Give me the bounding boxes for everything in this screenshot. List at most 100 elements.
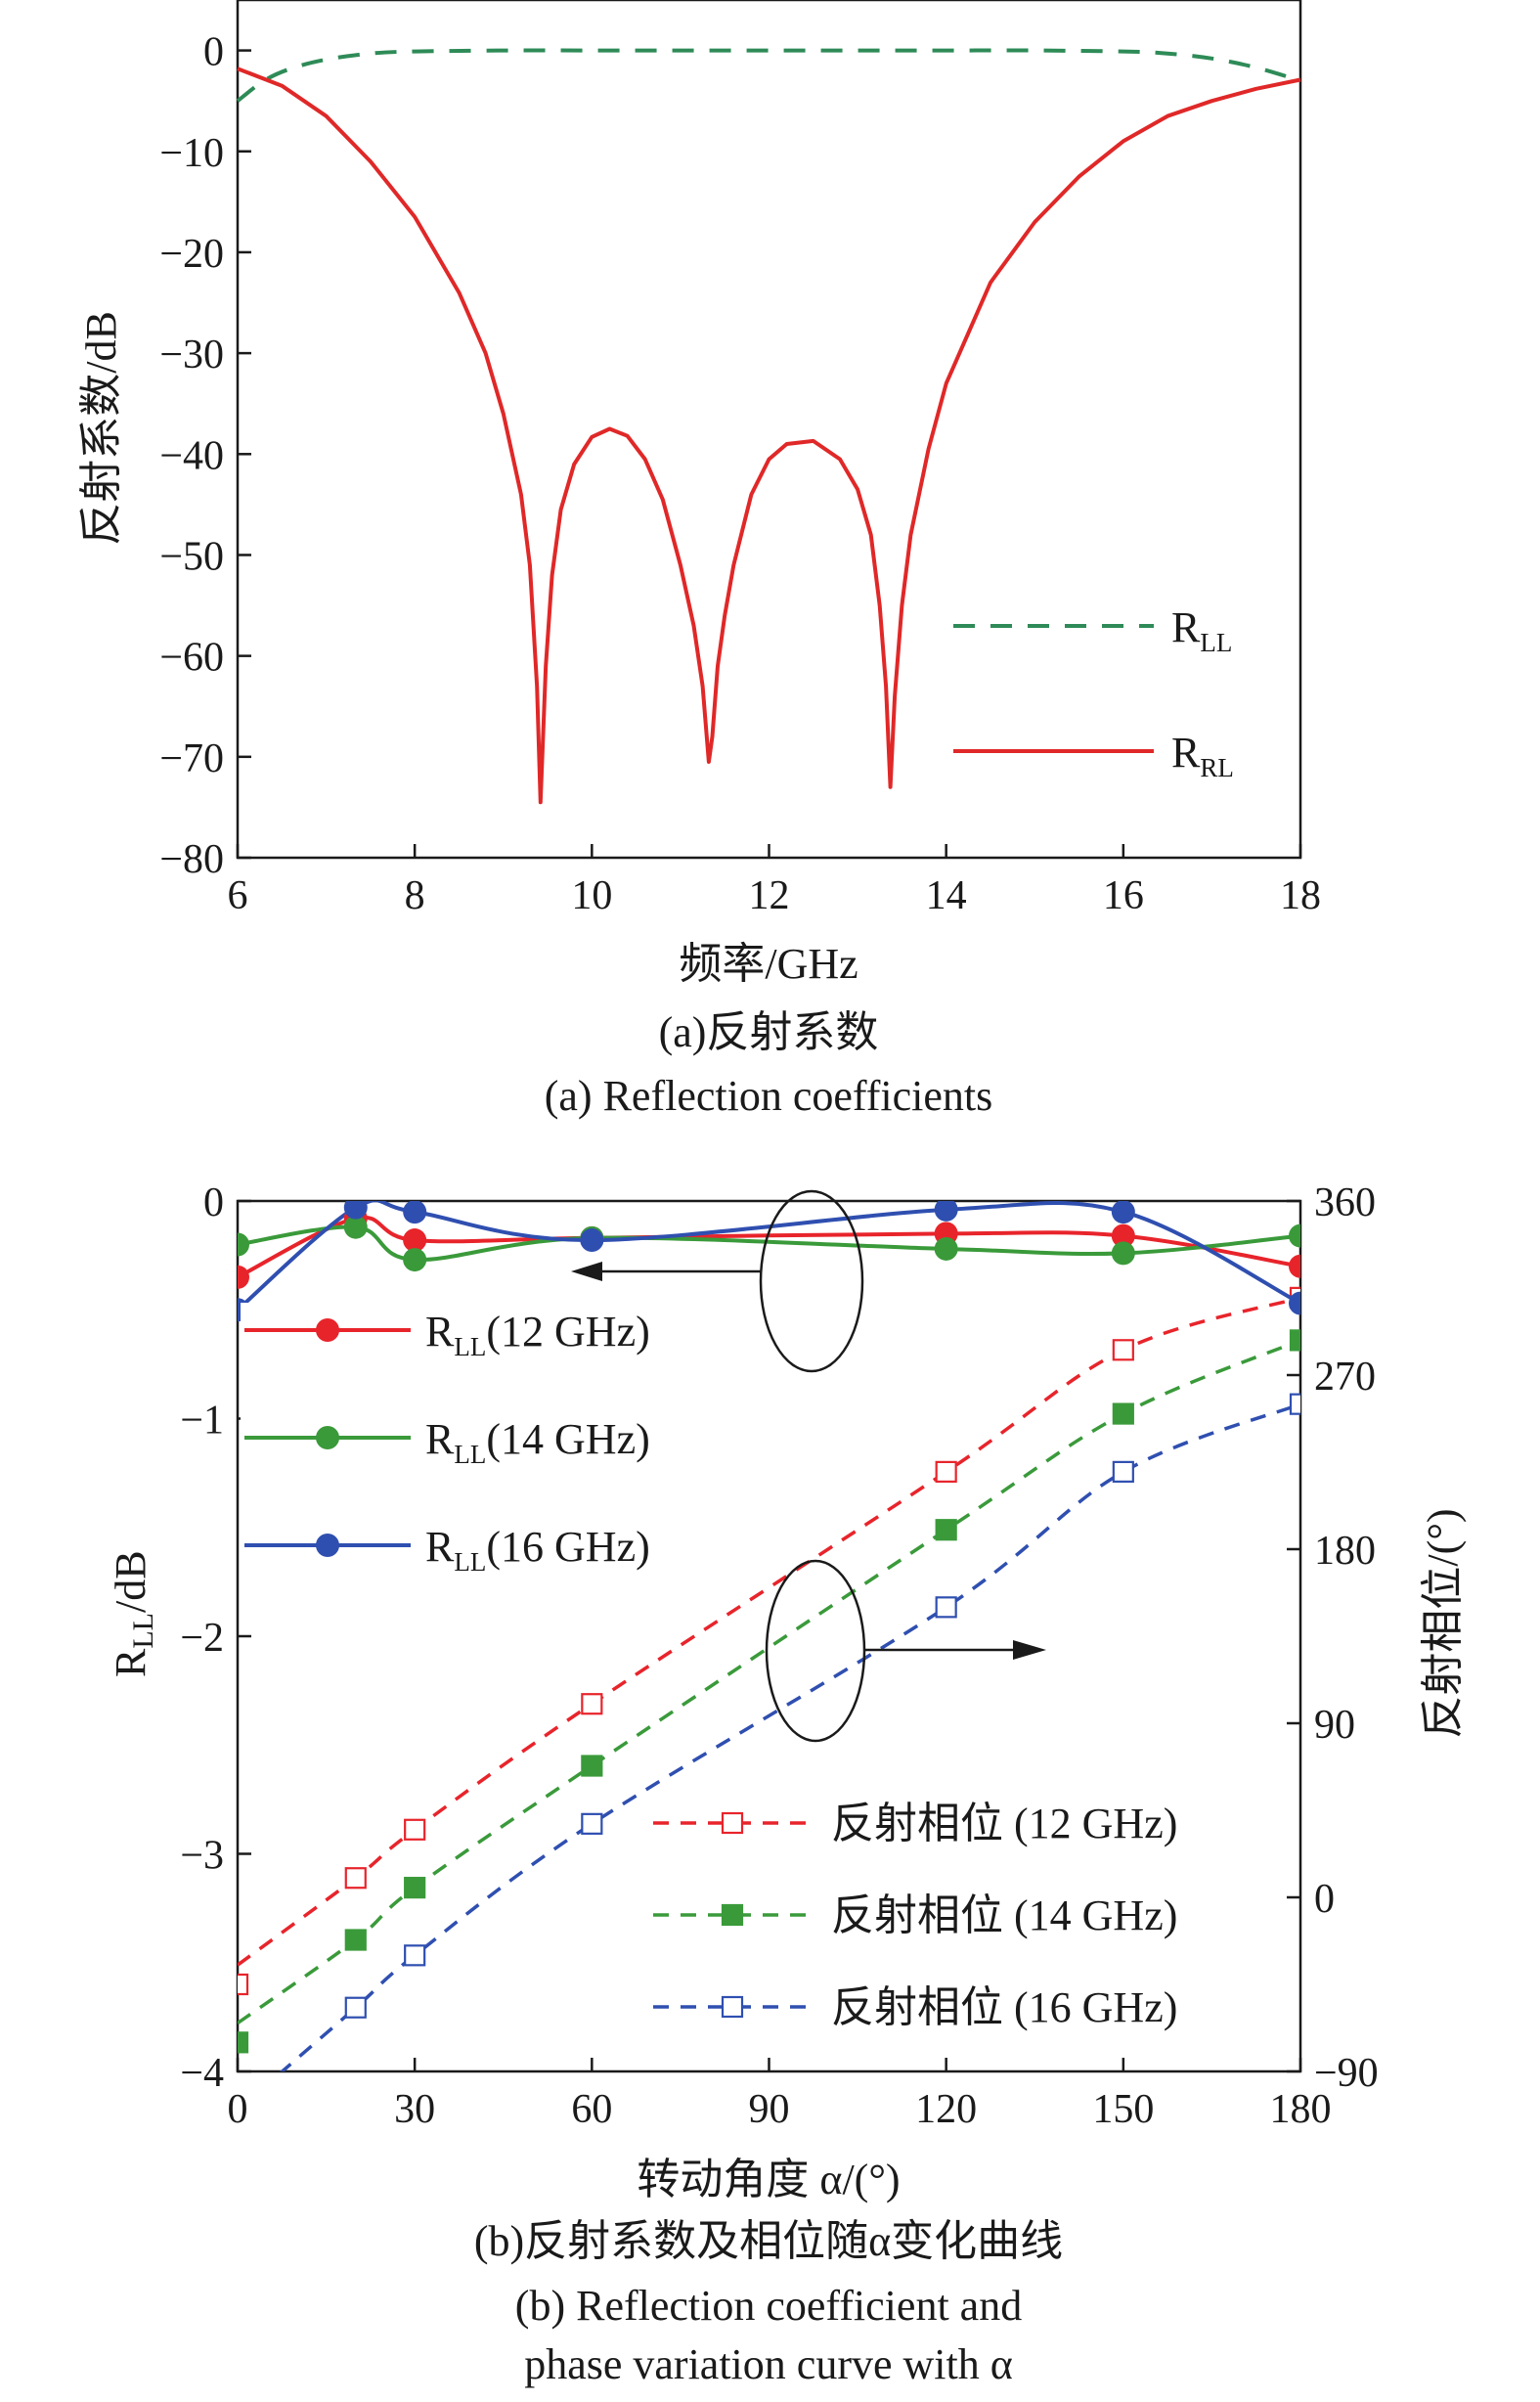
chart-b-phase-marker <box>1289 1329 1300 1352</box>
chart-b-left-y-tick-label: −4 <box>180 2051 224 2096</box>
chart-b-right-y-tick-label: 360 <box>1314 1180 1376 1225</box>
chart-a-x-label: 频率/GHz <box>679 940 858 988</box>
chart-b-annotation-arrowhead-right <box>1013 1640 1046 1660</box>
chart-b-left-y-tick-label: −2 <box>180 1616 224 1661</box>
chart-b-rll-marker <box>1111 1241 1135 1266</box>
chart-b-rll-marker <box>1289 1223 1300 1248</box>
chart-a-x-tick-label: 14 <box>926 873 967 918</box>
chart-b-phase-marker <box>935 1460 957 1483</box>
chart-b-series <box>238 1201 1300 2071</box>
chart-b-left-y-tick-label: 0 <box>203 1180 224 1225</box>
chart-a-legend-label: RLL <box>1171 603 1232 657</box>
chart-b-caption-cn: (b)反射系数及相位随α变化曲线 <box>474 2217 1063 2265</box>
chart-b-legend-label: 反射相位 (16 GHz) <box>831 1983 1177 2031</box>
chart-b-phase-marker <box>1112 1460 1134 1483</box>
chart-b-phase-marker <box>1289 1393 1300 1415</box>
chart-b-rll-marker <box>934 1201 958 1222</box>
chart-b-phase-marker <box>404 1818 426 1841</box>
chart-a-x-tick-label: 6 <box>228 873 248 918</box>
chart-b: 0 30 60 90 120 150 180 0 −1 −2 −3 −4 360 270 180 90 0 −… <box>107 1180 1467 2388</box>
chart-a-legend: RLL RRL <box>953 603 1234 782</box>
chart-b-phase-marker <box>935 1596 957 1619</box>
chart-a-x-tick-label: 16 <box>1103 873 1144 918</box>
chart-b-legend-label: RLL(16 GHz) <box>425 1523 650 1577</box>
chart-b-caption-en-line2: phase variation curve with α <box>524 2340 1013 2388</box>
chart-b-rll-marker <box>1111 1223 1135 1248</box>
chart-b-legend-marker <box>721 1995 744 2019</box>
chart-b-left-y-tick-label: −3 <box>180 1834 224 1879</box>
chart-b-phase-marker <box>935 1519 957 1541</box>
chart-a-x-tick-label: 18 <box>1280 873 1321 918</box>
chart-b-caption-en-line1: (b) Reflection coefficient and <box>515 2282 1022 2330</box>
chart-b-x-tick-label: 0 <box>228 2087 248 2132</box>
chart-a-x-ticks: 6 8 10 12 14 16 18 <box>228 844 1321 918</box>
chart-b-right-y-tick-label: 180 <box>1314 1529 1376 1574</box>
chart-a-line-rrl <box>237 67 1301 805</box>
chart-b-legend-marker <box>316 1534 339 1557</box>
chart-b-legend-label: 反射相位 (12 GHz) <box>831 1800 1177 1847</box>
chart-a-line-rll <box>236 48 1301 103</box>
chart-b-rll-marker <box>343 1201 368 1220</box>
chart-b-phase-marker <box>344 1996 367 2019</box>
chart-a-frame <box>236 0 1302 860</box>
chart-a-series <box>236 48 1301 805</box>
chart-b-plot-area <box>238 1201 1300 2071</box>
chart-b-legend-label: RLL(12 GHz) <box>425 1308 650 1361</box>
chart-b-rll-marker <box>403 1248 427 1272</box>
chart-b-phase-marker <box>344 1929 367 1951</box>
chart-b-rll-marker <box>1289 1254 1300 1278</box>
chart-b-phase-marker <box>404 1944 426 1967</box>
chart-a-y-tick-label: −10 <box>159 131 224 176</box>
chart-a-legend-label: RRL <box>1171 729 1234 782</box>
chart-b-x-tick-label: 30 <box>394 2087 435 2132</box>
chart-b-right-y-ticks: 360 270 180 90 0 −90 <box>1287 1180 1379 2096</box>
chart-a-x-tick-label: 10 <box>571 873 612 918</box>
chart-a-y-tick-label: −40 <box>159 433 224 478</box>
chart-a-y-tick-label: −30 <box>159 333 224 378</box>
chart-b-phase-line <box>238 1296 1300 1967</box>
chart-b-annotation-ellipse-right <box>765 1559 866 1743</box>
chart-b-legend-label: RLL(14 GHz) <box>425 1415 650 1469</box>
chart-b-x-tick-label: 60 <box>571 2087 612 2132</box>
chart-b-phase-marker <box>581 1693 603 1715</box>
chart-b-rll-marker <box>403 1228 427 1253</box>
chart-a-y-tick-label: −80 <box>159 837 224 882</box>
chart-a-x-tick-label: 8 <box>405 873 425 918</box>
chart-a-y-tick-label: −50 <box>159 534 224 579</box>
chart-b-legend-marker <box>316 1318 339 1342</box>
chart-b-rll-marker <box>343 1215 368 1239</box>
chart-a-y-label: 反射系数/dB <box>77 311 125 546</box>
chart-b-rll-marker <box>1111 1201 1135 1224</box>
chart-b-right-y-tick-label: 0 <box>1314 1877 1335 1922</box>
chart-b-phase-marker <box>581 1755 603 1777</box>
chart-a-caption-cn: (a)反射系数 <box>659 1008 879 1056</box>
chart-b-rll-marker <box>934 1236 958 1261</box>
chart-b-right-y-label: 反射相位/(°) <box>1419 1508 1467 1738</box>
chart-b-phase-marker <box>581 1812 603 1835</box>
chart-b-rll-marker <box>238 1265 249 1289</box>
chart-b-legend-marker <box>316 1426 339 1449</box>
chart-b-rll-marker <box>580 1228 604 1253</box>
chart-b-phase-marker <box>404 1877 426 1899</box>
chart-b-legend-label: 反射相位 (14 GHz) <box>831 1891 1177 1939</box>
chart-a: 6 8 10 12 14 16 18 0 −10 −20 −30 −40 −50 −60 −70 −80 R… <box>77 0 1321 1120</box>
chart-b-rll-marker <box>238 1232 249 1257</box>
chart-b-x-label: 转动角度 α/(°) <box>637 2156 900 2203</box>
chart-b-legend: RLL(12 GHz) RLL(14 GHz) RLL(16 GHz) 反射相位 (1… <box>241 1303 1177 2031</box>
chart-b-left-y-label: RLL/dB <box>107 1550 159 1677</box>
chart-b-rll-marker <box>1289 1291 1300 1315</box>
chart-b-legend-marker <box>721 1903 744 1927</box>
chart-b-right-y-tick-label: −90 <box>1314 2051 1379 2096</box>
chart-b-x-tick-label: 120 <box>915 2087 977 2132</box>
chart-a-caption-en: (a) Reflection coefficients <box>545 1072 993 1120</box>
chart-a-y-tick-label: 0 <box>203 30 224 75</box>
chart-b-x-tick-label: 150 <box>1092 2087 1154 2132</box>
chart-a-y-tick-label: −60 <box>159 636 224 681</box>
chart-b-phase-marker <box>238 2031 249 2054</box>
chart-b-annotation-ellipse-left <box>759 1189 864 1373</box>
chart-b-left-y-ticks: 0 −1 −2 −3 −4 <box>180 1180 251 2096</box>
chart-b-legend-marker <box>721 1811 744 1835</box>
chart-a-y-tick-label: −70 <box>159 736 224 781</box>
chart-b-left-y-tick-label: −1 <box>180 1399 224 1444</box>
